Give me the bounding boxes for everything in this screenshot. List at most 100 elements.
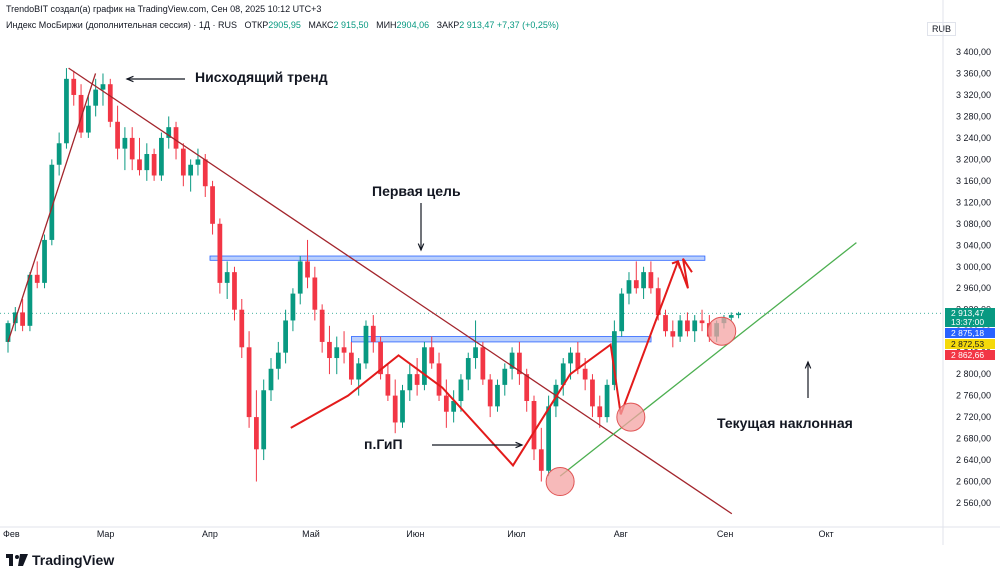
candle — [151, 154, 157, 176]
trend-line-down[interactable] — [68, 67, 733, 515]
trend-line-up[interactable] — [559, 242, 857, 477]
candle — [407, 374, 413, 391]
candle — [414, 374, 420, 385]
candle — [560, 363, 566, 385]
support-marker[interactable] — [616, 402, 646, 432]
y-tick-label: 3 280,00 — [956, 111, 991, 121]
candle — [56, 143, 62, 165]
candle — [641, 272, 646, 289]
candle — [217, 223, 223, 283]
change-value: +7,37 (+0,25%) — [496, 20, 559, 30]
candle — [385, 374, 391, 396]
candle — [597, 406, 603, 418]
candle — [100, 84, 106, 90]
trend-line-steep[interactable] — [7, 73, 97, 343]
candle — [290, 293, 296, 321]
candle — [363, 325, 369, 364]
y-tick-label: 3 400,00 — [956, 47, 991, 57]
candle — [392, 395, 398, 423]
candle — [582, 368, 588, 380]
x-tick-label: Сен — [717, 529, 734, 539]
candle — [670, 331, 676, 337]
y-tick-label: 3 200,00 — [956, 154, 991, 164]
candle — [173, 127, 179, 149]
candle — [275, 352, 281, 369]
currency-button[interactable]: RUB — [926, 22, 956, 36]
candle — [611, 331, 617, 385]
y-tick-label: 3 080,00 — [956, 219, 991, 229]
candle — [655, 288, 661, 316]
arrow-hs-pattern-head — [515, 441, 524, 449]
y-tick-label: 2 760,00 — [956, 391, 991, 401]
candle — [487, 379, 493, 407]
candle — [604, 384, 610, 418]
price-label-tag — [945, 308, 995, 327]
candle — [473, 347, 478, 359]
candle — [648, 272, 654, 289]
candle — [246, 347, 252, 418]
low-value: 2904,06 — [396, 20, 430, 30]
price-label-value: 2 862,66 — [951, 350, 984, 360]
candle — [495, 384, 500, 407]
candle — [348, 352, 354, 380]
candle — [546, 406, 551, 471]
zigzag-pattern[interactable] — [290, 261, 679, 468]
brand-name: TradingView — [32, 552, 115, 568]
y-tick-label: 2 560,00 — [956, 498, 991, 508]
candle — [341, 347, 347, 353]
y-tick-label: 2 640,00 — [956, 455, 991, 465]
candle — [232, 272, 237, 310]
candle — [524, 374, 530, 401]
candle — [166, 127, 172, 138]
price-label-value: 2 913,47 — [951, 308, 984, 318]
x-tick-label: Фев — [3, 529, 20, 539]
open-value: 2905,95 — [268, 20, 301, 30]
candle — [663, 315, 668, 332]
candle — [378, 341, 383, 375]
target-zone[interactable] — [209, 255, 706, 261]
support-marker[interactable] — [707, 316, 737, 346]
candle — [633, 280, 639, 289]
tradingview-logo-icon — [6, 554, 28, 566]
candle — [370, 325, 376, 342]
candle — [699, 320, 705, 324]
close-value: 2 913,47 — [459, 20, 495, 30]
y-tick-label: 2 680,00 — [956, 434, 991, 444]
price-label-value: 2 875,18 — [951, 328, 984, 338]
y-tick-label: 2 800,00 — [956, 369, 991, 379]
x-tick-label: Май — [302, 529, 320, 539]
y-tick-label: 3 320,00 — [956, 90, 991, 100]
candle — [422, 347, 427, 385]
candle — [5, 323, 11, 342]
candle — [531, 400, 537, 450]
high-label: МАКС — [308, 20, 334, 30]
y-tick-label: 2 960,00 — [956, 283, 991, 293]
candle — [78, 94, 84, 133]
candle — [202, 159, 208, 187]
y-tick-label: 2 600,00 — [956, 477, 991, 487]
candle — [465, 358, 471, 380]
candle — [443, 395, 449, 412]
candle — [49, 164, 55, 240]
low-label: МИН — [376, 20, 397, 30]
candle — [64, 78, 69, 144]
candle — [239, 309, 245, 348]
open-label: ОТКР — [244, 20, 269, 30]
candle — [144, 154, 150, 171]
candle — [159, 137, 164, 176]
candle — [517, 352, 522, 375]
target-zone[interactable] — [350, 336, 652, 343]
candle — [436, 363, 442, 396]
candle — [692, 320, 698, 332]
candle — [319, 309, 325, 342]
candle — [736, 313, 741, 316]
candle — [685, 320, 690, 332]
y-tick-label: 3 120,00 — [956, 197, 991, 207]
candle — [297, 261, 303, 294]
candle — [188, 164, 194, 176]
x-tick-label: Апр — [202, 529, 218, 539]
annotation-label: п.ГиП — [364, 436, 403, 452]
support-marker[interactable] — [545, 467, 575, 497]
y-tick-label: 3 360,00 — [956, 68, 991, 78]
